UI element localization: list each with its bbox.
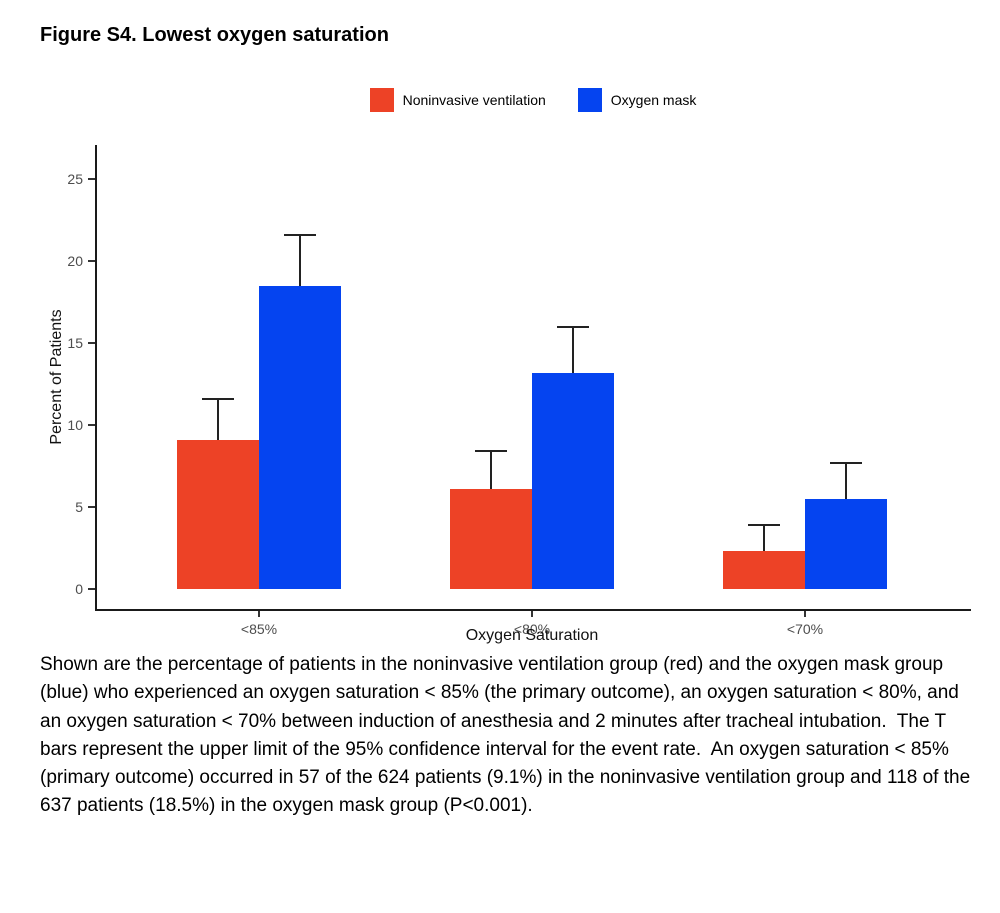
y-tick-15 [88,342,95,344]
errorbar-stem-oxygen-mask-<70% [845,462,847,499]
legend-label-noninvasive-ventilation: Noninvasive ventilation [402,92,546,108]
y-tick-20 [88,260,95,262]
errorbar-cap-noninvasive-ventilation-<80% [475,450,507,453]
x-tick-<85% [258,611,260,617]
y-tick-label-5: 5 [75,499,83,515]
legend-label-oxygen-mask: Oxygen mask [610,92,697,108]
bar-oxygen-mask-<85% [259,285,341,589]
errorbar-stem-noninvasive-ventilation-<80% [490,451,492,489]
y-tick-25 [88,178,95,180]
chart-panel: 0 5 10 15 20 25 <85% <80% <70% [67,145,971,637]
legend-swatch-noninvasive-ventilation [369,88,394,112]
y-tick-0 [88,588,95,590]
errorbar-cap-oxygen-mask-<85% [284,233,316,236]
legend-swatch-oxygen-mask [577,88,602,112]
figure-title: Figure S4. Lowest oxygen saturation [40,24,389,46]
y-tick-label-20: 20 [67,253,83,269]
errorbar-stem-oxygen-mask-<80% [572,326,574,373]
x-tick-label-<80%: <80% [513,621,551,637]
errorbar-cap-oxygen-mask-<80% [557,325,589,328]
legend-item-oxygen-mask: Oxygen mask [577,88,697,112]
x-tick-<70% [804,611,806,617]
errorbar-cap-oxygen-mask-<70% [830,461,862,464]
errorbar-stem-oxygen-mask-<85% [299,234,301,286]
y-tick-label-10: 10 [67,417,83,433]
bar-oxygen-mask-<70% [805,498,887,589]
figure-caption: Shown are the percentage of patients in … [40,654,976,817]
legend-item-noninvasive-ventilation: Noninvasive ventilation [369,88,546,112]
errorbar-cap-noninvasive-ventilation-<85% [202,397,234,400]
bar-oxygen-mask-<80% [532,372,614,589]
x-tick-<80% [531,611,533,617]
y-tick-label-0: 0 [75,581,83,597]
x-tick-label-<70%: <70% [786,621,824,637]
x-tick-label-<85%: <85% [240,621,278,637]
x-axis-title: Oxygen Saturation [465,627,599,644]
y-tick-label-15: 15 [67,335,83,351]
y-tick-label-25: 25 [67,171,83,187]
bar-noninvasive-ventilation-<70% [723,551,805,589]
y-tick-5 [88,506,95,508]
errorbar-stem-noninvasive-ventilation-<70% [763,525,765,552]
errorbar-cap-noninvasive-ventilation-<70% [748,524,780,527]
y-tick-10 [88,424,95,426]
bar-noninvasive-ventilation-<80% [450,488,532,589]
chart-legend: Noninvasive ventilation Oxygen mask [95,88,971,112]
errorbar-stem-noninvasive-ventilation-<85% [217,398,219,440]
bar-noninvasive-ventilation-<85% [177,439,259,589]
